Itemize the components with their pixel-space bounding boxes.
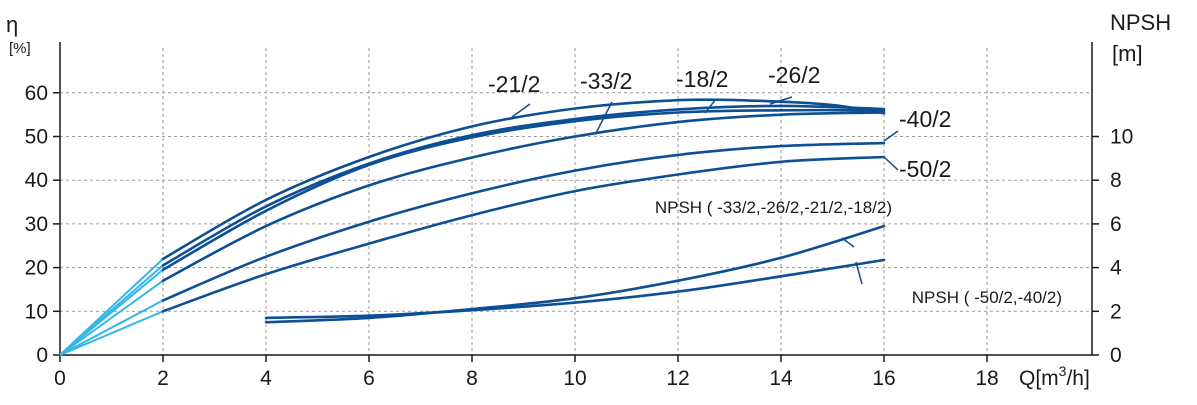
right-tick-label: 0 [1110, 344, 1122, 367]
left-axis-title: η [6, 12, 18, 37]
leader-line-26-2 [769, 96, 793, 105]
leader-line-npsh-33-2-26-2-21-2-18-2 [841, 237, 855, 248]
left-tick-label: 60 [25, 82, 48, 105]
right-tick-label: 2 [1110, 300, 1122, 323]
startup-segment-26-2 [59, 279, 164, 356]
curve-label-50-2: -50/2 [899, 156, 951, 182]
leader-line-21-2 [511, 103, 531, 118]
efficiency-curve-26-2 [161, 111, 886, 282]
leader-line-npsh-50-2-40-2 [855, 261, 863, 285]
efficiency-curve-18-2 [161, 104, 886, 267]
right-tick-label: 8 [1110, 169, 1122, 192]
x-tick-label: 14 [769, 367, 793, 390]
curve-label-40-2: -40/2 [899, 106, 951, 132]
leader-line-18-2 [704, 98, 717, 114]
x-tick-label: 6 [363, 367, 375, 390]
right-axis-unit: [m] [1112, 41, 1143, 66]
grid [60, 48, 1092, 355]
x-tick-label: 2 [157, 367, 169, 390]
x-axis-title: Q[m3/h] [1019, 363, 1090, 390]
x-tick-label: 16 [872, 367, 895, 390]
left-axis-unit: [%] [9, 40, 31, 57]
right-tick-label: 10 [1110, 126, 1133, 149]
left-tick-label: 0 [36, 344, 48, 367]
left-tick-label: 10 [25, 300, 48, 323]
curves [59, 98, 886, 356]
curve-label-18-2: -18/2 [676, 66, 728, 92]
curve-label-npsh-33-2-26-2-21-2-18-2: NPSH ( -33/2,-26/2,-21/2,-18/2) [655, 198, 892, 217]
left-tick-label: 50 [25, 126, 48, 149]
startup-segment-40-2 [59, 299, 164, 356]
leader-line-33-2 [595, 101, 613, 134]
x-tick-label: 18 [975, 367, 998, 390]
efficiency-curve-33-2 [161, 108, 886, 272]
curve-label-33-2: -33/2 [580, 68, 632, 94]
x-tick-label: 4 [260, 367, 272, 390]
right-axis-title: NPSH [1110, 10, 1171, 35]
leader-line-40-2 [883, 130, 899, 142]
left-tick-label: 40 [25, 169, 48, 192]
x-tick-label: 12 [666, 367, 689, 390]
left-tick-label: 30 [25, 213, 48, 236]
curve-label-npsh-50-2-40-2: NPSH ( -50/2,-40/2) [912, 288, 1062, 307]
npsh-curve-npsh-33-2-26-2-21-2-18-2 [264, 224, 886, 324]
right-tick-label: 6 [1110, 213, 1122, 236]
x-tick-label: 0 [54, 367, 66, 390]
curve-label-26-2: -26/2 [768, 62, 820, 88]
x-tick-label: 8 [466, 367, 478, 390]
curve-labels: -21/2 -33/2 -18/2 -26/2 -40/2 -50/2 NPSH ( -33… [488, 62, 1062, 307]
axes: 0 10 20 30 40 50 60 0 2 4 6 8 10 0 2 4 6 8 10 12 14 16 18 Q[m3/… [25, 42, 1133, 390]
npsh-curve-npsh-50-2-40-2 [264, 258, 886, 320]
leader-line-50-2 [883, 156, 899, 171]
curve-label-21-2: -21/2 [488, 71, 540, 97]
efficiency-curve-50-2 [161, 155, 886, 313]
startup-segment-50-2 [59, 310, 164, 356]
left-tick-label: 20 [25, 257, 48, 280]
right-tick-label: 4 [1110, 257, 1122, 280]
efficiency-curve-40-2 [161, 141, 886, 302]
x-tick-label: 10 [563, 367, 586, 390]
startup-segment-33-2 [59, 269, 164, 356]
efficiency-curve-21-2 [161, 98, 886, 261]
